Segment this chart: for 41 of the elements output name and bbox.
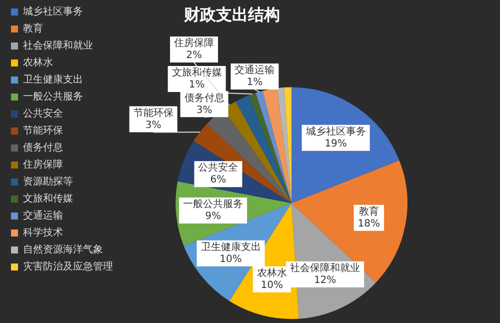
data-label: 10% <box>220 254 242 265</box>
slice-label: 社会保障和就业 <box>290 262 360 274</box>
data-label: 1% <box>188 80 205 91</box>
legend-label: 灾害防治及应急管理 <box>23 260 113 273</box>
legend-label: 节能环保 <box>23 124 63 137</box>
slice-label: 文旅和传媒 <box>172 66 222 79</box>
data-label: 18% <box>358 218 380 230</box>
legend-label: 农林水 <box>23 56 53 69</box>
legend-label: 资源勘探等 <box>23 176 73 188</box>
slice-label: 卫生健康支出 <box>200 240 261 253</box>
slice-label: 一般公共服务 <box>183 198 244 210</box>
data-label: 1% <box>246 77 263 88</box>
slice-label: 节能环保 <box>133 106 174 119</box>
legend-label: 一般公共服务 <box>23 90 83 103</box>
slice-label: 债务付息 <box>184 92 224 104</box>
slice-label: 住房保障 <box>174 37 214 50</box>
legend-label: 自然资源海洋气象 <box>23 244 103 256</box>
data-label: 12% <box>314 275 336 286</box>
legend-label: 卫生健康支出 <box>23 74 83 86</box>
legend-label: 交通运输 <box>23 210 63 222</box>
data-label: 2% <box>186 50 202 62</box>
legend-label: 住房保障 <box>23 158 63 171</box>
data-label: 10% <box>260 280 284 292</box>
legend-label: 教育 <box>23 22 43 35</box>
data-label: 3% <box>196 104 212 116</box>
slice-label: 教育 <box>358 205 379 218</box>
slice-label: 城乡社区事务 <box>304 126 366 138</box>
data-label: 19% <box>324 138 347 150</box>
slice-label: 交通运输 <box>234 64 275 76</box>
slice-label: 公共安全 <box>198 162 238 174</box>
data-label: 6% <box>210 174 226 186</box>
legend-label: 科学技术 <box>23 226 63 239</box>
legend-label: 城乡社区事务 <box>22 6 83 18</box>
legend-label: 公共安全 <box>23 108 63 120</box>
legend-label: 社会保障和就业 <box>23 40 93 52</box>
legend-label: 债务付息 <box>23 142 63 154</box>
data-label: 3% <box>145 120 162 131</box>
data-label: 9% <box>205 211 221 222</box>
slice-label: 农林水 <box>256 267 287 280</box>
chart-title: 财政支出结构 <box>183 4 280 24</box>
legend-label: 文旅和传媒 <box>23 192 73 205</box>
